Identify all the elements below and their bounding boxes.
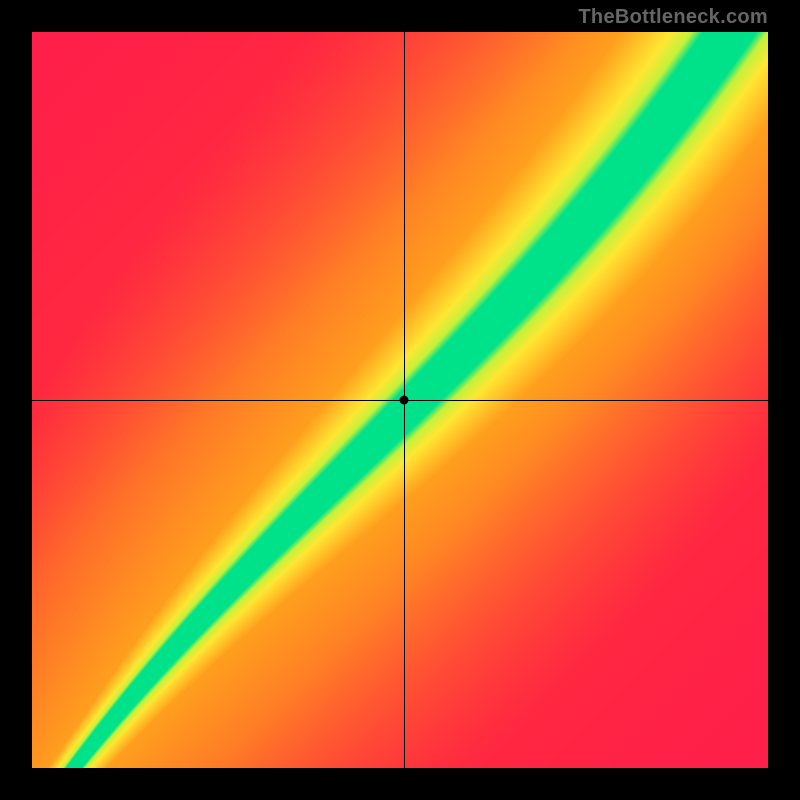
heatmap-plot <box>32 32 768 768</box>
watermark-text: TheBottleneck.com <box>578 6 768 29</box>
crosshair-marker <box>399 396 408 405</box>
